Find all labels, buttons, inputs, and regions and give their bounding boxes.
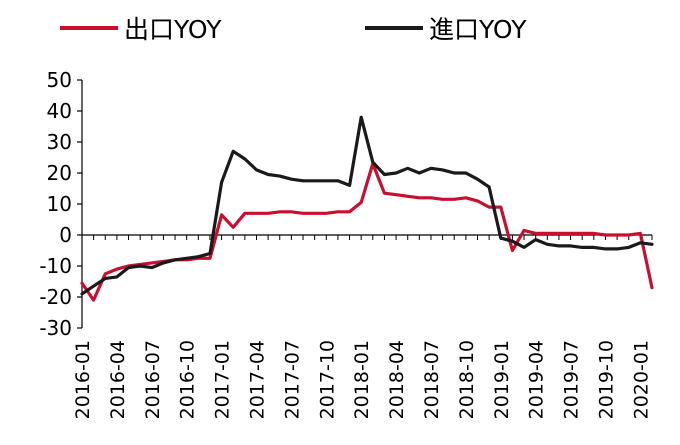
y-tick-label: 40 (47, 99, 72, 123)
x-tick-label: 2018-04 (386, 340, 408, 419)
legend-label-import: 進口YOY (429, 15, 527, 44)
x-tick-label: 2019-07 (561, 340, 583, 419)
x-tick-label: 2017-07 (281, 340, 303, 419)
x-tick-label: 2017-01 (212, 340, 234, 419)
legend-swatch-import (365, 26, 423, 30)
x-tick-label: 2020-01 (630, 340, 652, 419)
x-tick-label: 2018-01 (351, 340, 373, 419)
y-tick-label: 50 (47, 68, 72, 92)
legend-item-import: 進口YOY (365, 8, 527, 48)
legend-label-export: 出口YOY (124, 15, 222, 44)
x-tick-label: 2019-04 (526, 340, 548, 419)
legend: 出口YOY 進口YOY (0, 8, 680, 48)
x-tick-label: 2019-10 (595, 340, 617, 419)
y-tick-label: 10 (47, 192, 72, 216)
x-tick-label: 2016-04 (107, 340, 129, 419)
y-tick-label: -20 (39, 285, 72, 309)
x-tick-label: 2017-10 (316, 340, 338, 419)
x-tick-label: 2019-01 (491, 340, 513, 419)
x-tick-label: 2016-10 (177, 340, 199, 419)
y-tick-label: 20 (47, 161, 72, 185)
legend-swatch-export (60, 26, 118, 30)
y-tick-label: -10 (39, 254, 72, 278)
x-tick-label: 2016-01 (72, 340, 94, 419)
legend-item-export: 出口YOY (60, 8, 222, 48)
x-tick-label: 2017-04 (246, 340, 268, 419)
y-tick-label: 30 (47, 130, 72, 154)
x-tick-label: 2016-07 (142, 340, 164, 419)
series-line-import (80, 115, 654, 296)
x-tick-label: 2018-10 (456, 340, 478, 419)
y-tick-label: -30 (39, 316, 72, 340)
x-tick-label: 2018-07 (421, 340, 443, 419)
series-line-export (80, 162, 654, 302)
y-tick-label: 0 (59, 223, 72, 247)
